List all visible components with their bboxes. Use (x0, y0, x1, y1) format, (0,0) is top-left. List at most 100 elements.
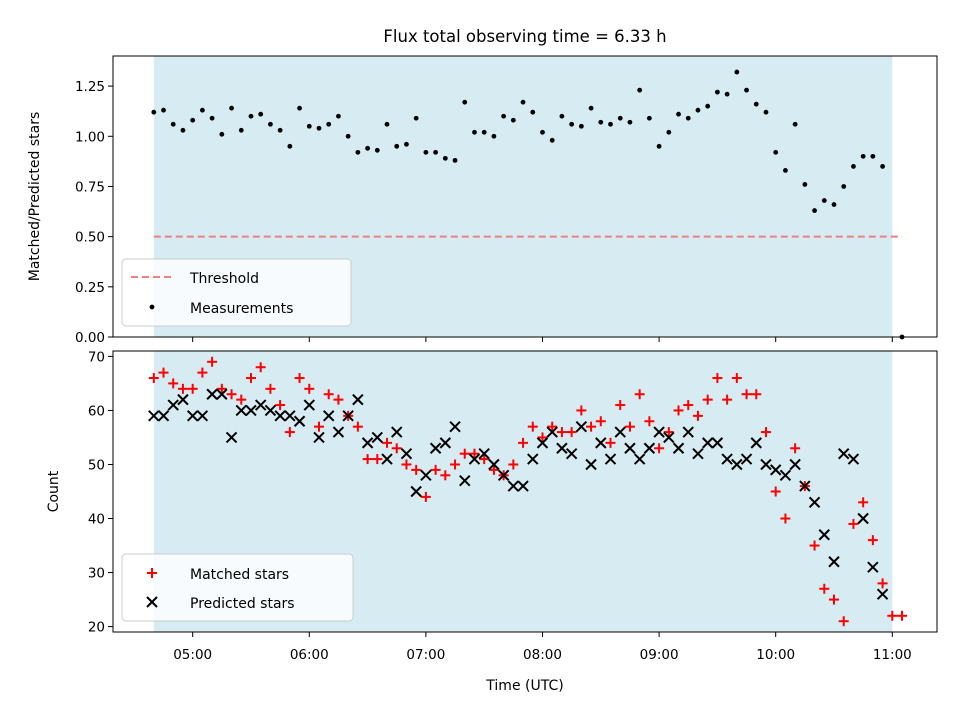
predicted-star-point (517, 480, 529, 492)
measurement-point (880, 163, 885, 169)
predicted-star-point (624, 442, 636, 454)
legend-measurement-swatch (149, 304, 155, 310)
matched-star-point (760, 427, 771, 438)
measurement-point (170, 121, 176, 127)
legend-box (121, 553, 354, 622)
predicted-star-point (157, 410, 170, 422)
matched-star-point (819, 583, 830, 594)
matched-star-point (683, 400, 694, 411)
predicted-star-point (633, 453, 646, 465)
measurement-point (151, 109, 157, 115)
predicted-star-point (595, 437, 607, 449)
matched-star-point (867, 535, 878, 546)
matched-star-point (362, 454, 373, 465)
measurement-point (676, 111, 681, 117)
measurement-point (345, 133, 351, 139)
x-tick-label: 08:00 (523, 647, 562, 663)
matched-star-point (780, 513, 791, 524)
matched-star-point (158, 367, 169, 378)
matched-star-point (829, 594, 839, 605)
y-tick-label: 1.25 (75, 79, 105, 95)
measurement-point (316, 125, 322, 131)
predicted-star-point (653, 426, 665, 438)
measurement-point (501, 113, 507, 119)
predicted-star-point (711, 437, 724, 449)
matched-star-point (245, 373, 256, 384)
predicted-star-point (313, 431, 325, 444)
measurement-point (413, 115, 419, 121)
legend-matched-swatch (147, 568, 157, 578)
predicted-star-point (216, 388, 228, 400)
measurement-point (394, 143, 400, 149)
x-tick-label: 11:00 (873, 647, 912, 663)
count-x-ticks: 05:00 06:00 07:00 08:00 09:00 10:00 11:00 (173, 632, 912, 663)
predicted-star-point (254, 399, 267, 411)
measurement-point (268, 121, 273, 127)
predicted-star-point (507, 480, 520, 492)
matched-star-point (702, 394, 713, 405)
matched-star-point (216, 383, 227, 394)
predicted-star-point (731, 458, 743, 471)
measurement-point (209, 115, 215, 121)
measurement-point (734, 69, 740, 75)
predicted-star-point (760, 458, 772, 471)
y-tick-label: 70 (88, 349, 105, 365)
x-tick-label: 10:00 (756, 647, 795, 663)
matched-star-point (430, 464, 441, 475)
measurement-point (637, 87, 643, 93)
matched-star-point (673, 405, 684, 416)
measurement-point (404, 141, 409, 147)
y-tick-label: 0.75 (75, 179, 105, 195)
x-tick-label: 05:00 (173, 647, 212, 663)
predicted-star-point (478, 447, 490, 460)
matched-star-point (547, 421, 558, 432)
matched-star-point (566, 427, 577, 438)
matched-star-point (197, 367, 208, 378)
matched-star-point (770, 486, 781, 497)
matched-star-point (420, 491, 431, 502)
matched-star-point (605, 437, 616, 448)
matched-star-point (576, 405, 587, 416)
measurement-point (433, 149, 439, 155)
count-panel-frame (112, 350, 938, 633)
measurement-point (161, 107, 166, 113)
count-y-ticks: 20 30 40 50 60 70 (88, 349, 113, 636)
predicted-star-point (692, 447, 704, 460)
matched-star-point (401, 459, 412, 470)
measurement-point (510, 117, 516, 123)
measurement-point (666, 129, 672, 135)
measurement-point (705, 103, 711, 109)
count-y-axis-label: Count (46, 470, 62, 512)
predicted-star-point (556, 442, 568, 454)
measurement-point (452, 157, 458, 163)
measurement-point (559, 113, 565, 119)
measurement-point (646, 115, 652, 121)
y-tick-label: 60 (88, 403, 105, 419)
matched-star-point (411, 464, 422, 475)
predicted-star-point (391, 426, 403, 438)
matched-star-point (294, 373, 305, 384)
matched-star-point (877, 578, 888, 589)
measurement-point (821, 198, 827, 203)
legend-matched-label: Matched stars (190, 567, 289, 583)
matched-star-point (722, 394, 733, 405)
predicted-star-point (274, 410, 286, 422)
measurement-point (831, 202, 837, 207)
predicted-star-point (332, 426, 345, 438)
predicted-star-point (410, 485, 422, 498)
matched-star-point (323, 389, 334, 400)
matched-star-point (177, 383, 188, 394)
matched-star-point (848, 518, 859, 529)
predicted-star-point (614, 426, 626, 438)
predicted-star-point (264, 404, 277, 417)
matched-star-point (556, 427, 567, 438)
measurement-point (744, 87, 749, 93)
y-tick-label: 50 (88, 457, 105, 473)
predicted-star-point (284, 410, 296, 422)
matched-star-point (595, 416, 606, 427)
predicted-star-point (546, 426, 558, 438)
matched-star-point (304, 383, 315, 394)
predicted-star-point (459, 474, 471, 487)
matched-star-point (790, 443, 801, 454)
